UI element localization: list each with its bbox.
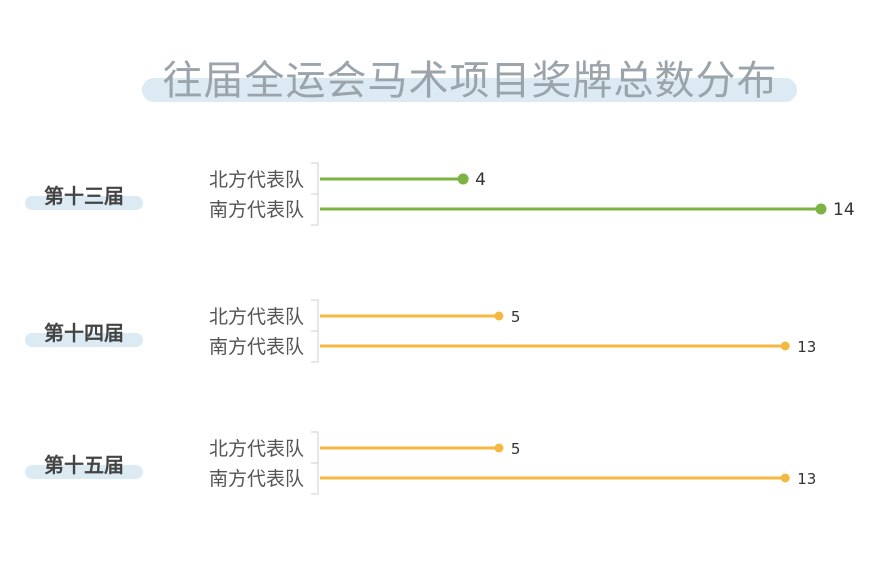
lollipop-dot	[780, 341, 790, 351]
lollipop-dot	[494, 443, 504, 453]
category-label: 南方代表队	[209, 199, 304, 221]
chart-title: 往届全运会马术项目奖牌总数分布	[162, 58, 778, 104]
lollipop-dot	[815, 203, 827, 215]
title-highlight	[142, 78, 797, 102]
category-label: 南方代表队	[209, 336, 304, 358]
data-label: 13	[797, 338, 816, 356]
lollipop-dot	[494, 311, 504, 321]
group-label-highlight	[25, 333, 143, 347]
group-label-highlight	[25, 465, 143, 479]
group-label: 第十三届	[44, 184, 124, 208]
data-label: 14	[833, 200, 855, 220]
category-label: 北方代表队	[209, 306, 304, 328]
group-label: 第十五届	[44, 453, 124, 477]
data-label: 5	[511, 440, 521, 458]
category-label: 北方代表队	[209, 169, 304, 191]
group-label: 第十四届	[44, 321, 124, 345]
chart-title-block: 往届全运会马术项目奖牌总数分布	[140, 44, 800, 104]
data-label: 13	[797, 470, 816, 488]
category-label: 北方代表队	[209, 438, 304, 460]
lollipop-dot	[780, 473, 790, 483]
data-label: 4	[475, 170, 486, 190]
data-label: 5	[511, 308, 521, 326]
group-label-highlight	[25, 196, 143, 210]
lollipop-dot	[457, 173, 469, 185]
category-label: 南方代表队	[209, 468, 304, 490]
